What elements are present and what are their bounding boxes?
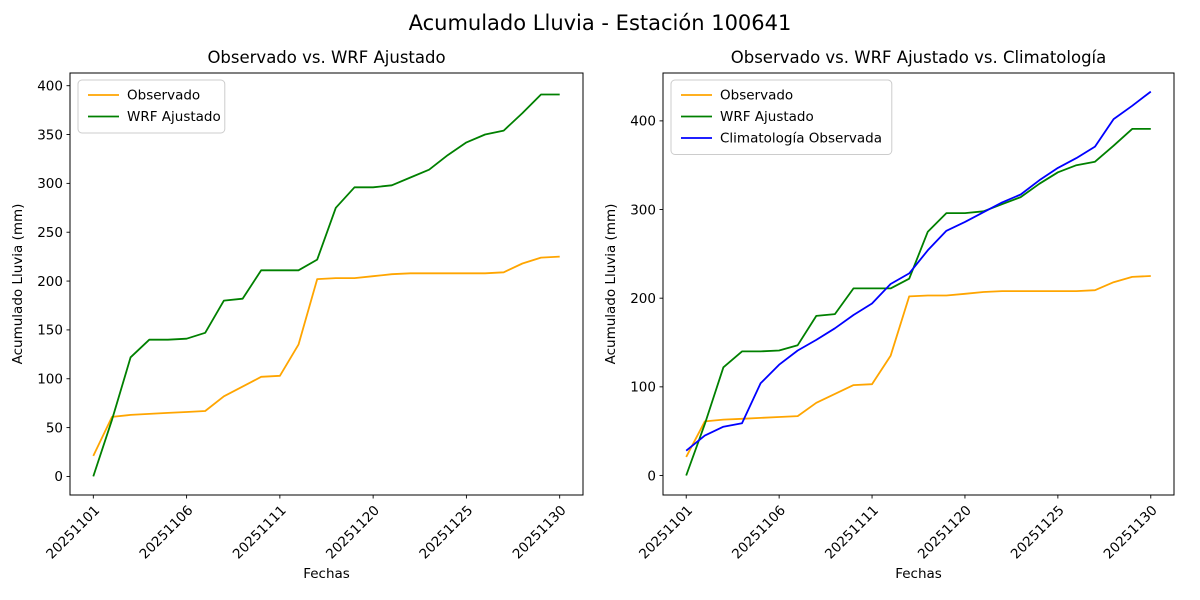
legend-box <box>670 79 893 155</box>
legend: Observado WRF Ajustado <box>77 79 226 134</box>
y-tick-label: 0 <box>54 469 63 485</box>
chart-title: Observado vs. WRF Ajustado <box>207 48 445 67</box>
x-tick-label: 20251125 <box>1008 503 1068 563</box>
legend-label: Observado <box>720 88 793 104</box>
y-tick-label: 150 <box>37 323 63 339</box>
legend-label: Climatología Observada <box>720 131 882 147</box>
x-tick-label: 20251120 <box>915 503 975 563</box>
series-line-wrf-ajustado <box>685 127 1151 476</box>
y-axis-label: Acumulado Lluvia (mm) <box>10 204 26 365</box>
x-tick-label: 20251101 <box>43 503 103 563</box>
chart-1: 0 100 200 300 400 20251101 20251106 20251111 202… <box>603 48 1175 582</box>
legend: Observado WRF Ajustado Climatología Observ… <box>670 79 893 155</box>
y-tick-label: 400 <box>630 114 656 130</box>
x-tick-label: 20251130 <box>510 503 570 563</box>
axes-frame <box>662 72 1175 496</box>
series-line-climatolog-a-observada <box>685 90 1152 452</box>
x-tick-label: 20251130 <box>1101 503 1161 563</box>
y-tick-label: 350 <box>37 127 63 143</box>
figure-title: Acumulado Lluvia - Estación 100641 <box>408 11 792 35</box>
y-tick-label: 100 <box>630 380 656 396</box>
x-tick-label: 20251111 <box>822 503 882 563</box>
y-tick-label: 200 <box>37 274 63 290</box>
series-line-observado <box>92 255 560 457</box>
y-tick-label: 250 <box>37 225 63 241</box>
series-line-observado <box>685 275 1151 458</box>
x-tick-label: 20251106 <box>729 503 789 563</box>
x-tick-label: 20251106 <box>137 503 197 563</box>
y-tick-label: 300 <box>37 176 63 192</box>
y-tick-label: 400 <box>37 78 63 94</box>
x-tick-label: 20251120 <box>323 503 383 563</box>
legend-box <box>77 79 226 134</box>
y-tick-label: 50 <box>46 420 63 436</box>
y-tick-label: 300 <box>630 202 656 218</box>
legend-label: Observado <box>127 88 200 104</box>
series-line-wrf-ajustado <box>92 93 560 477</box>
x-axis-label: Fechas <box>303 566 350 582</box>
x-tick-label: 20251125 <box>416 503 476 563</box>
chart-0: 0 50 100 150 200 250 300 350 400 20251101 20251106… <box>10 48 584 582</box>
y-tick-label: 100 <box>37 372 63 388</box>
y-axis-label: Acumulado Lluvia (mm) <box>603 204 619 365</box>
axes-frame <box>69 72 584 496</box>
x-axis-label: Fechas <box>895 566 942 582</box>
x-tick-label: 20251111 <box>230 503 290 563</box>
x-tick-label: 20251101 <box>636 503 696 563</box>
legend-label: WRF Ajustado <box>127 109 221 125</box>
y-tick-label: 0 <box>647 468 656 484</box>
chart-title: Observado vs. WRF Ajustado vs. Climatolo… <box>731 48 1107 67</box>
legend-label: WRF Ajustado <box>720 109 814 125</box>
y-tick-label: 200 <box>630 291 656 307</box>
